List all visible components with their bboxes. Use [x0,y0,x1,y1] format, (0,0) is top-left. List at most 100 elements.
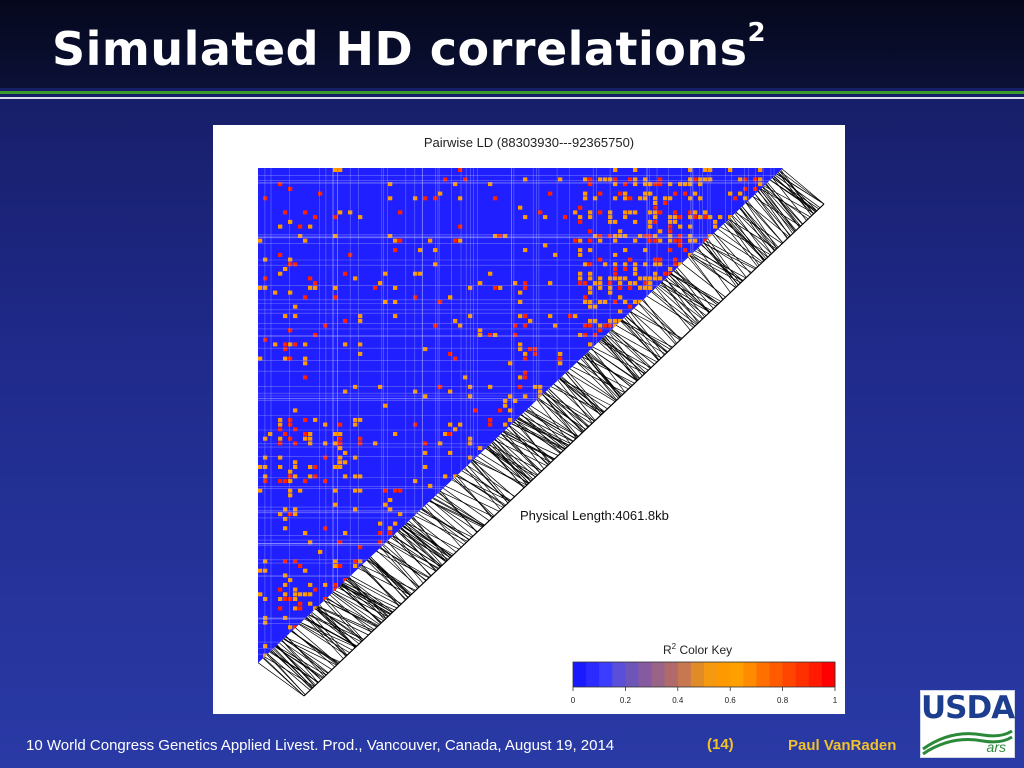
snp-connector-line [544,392,595,422]
ld-cell [653,201,658,205]
ld-cell [738,177,743,182]
snp-connector-line [504,430,559,456]
snp-connector-line [403,525,447,562]
snp-connector-line [281,640,319,683]
ld-cell [658,177,663,182]
ld-cell [583,323,588,328]
chart-title: Pairwise LD (88303930---92365750) [423,135,635,150]
snp-connector-line [664,279,717,307]
snp-connector-line [609,331,651,369]
snp-connector-line [746,202,784,244]
snp-connector-line [503,431,541,473]
snp-connector-line [538,398,586,430]
ld-cell [633,168,638,172]
color-key-swatch [586,662,600,687]
ld-cell [688,252,693,257]
color-key-swatch [717,662,731,687]
ld-cell [278,597,283,601]
snp-connector-line [572,366,625,393]
snp-connector-line [588,351,632,388]
snp-connector-line [424,505,462,548]
ld-cell [258,568,263,573]
ld-cell [598,257,603,262]
snp-connector-line [430,500,474,537]
snp-connector-line [386,541,437,572]
ld-cell [563,215,568,220]
ld-cell [383,271,388,276]
ld-cell [458,224,463,229]
snp-connector-line [630,311,683,339]
color-key-swatch [769,662,784,687]
ld-cell [338,460,343,465]
snp-connector-line [516,418,569,447]
snp-connector-line [402,526,454,555]
ld-cell [653,182,658,187]
ld-cell [678,224,683,229]
ld-cell [658,276,663,281]
snp-connector-line [470,461,509,504]
color-key-swatch [756,662,770,687]
color-key-swatch [677,662,692,687]
ld-cell [393,521,398,526]
ld-cell [293,597,298,601]
ld-cell [598,285,603,290]
ld-cell [343,578,348,583]
ld-cell [358,318,363,323]
snp-connector-line [712,234,747,278]
ld-cell [278,271,283,276]
snp-connector-line [731,216,764,262]
ld-cell [353,564,358,568]
ld-cell [588,318,593,323]
ld-cell [578,276,583,281]
ld-cell [648,281,653,286]
ld-cell [308,474,313,479]
ld-cell [283,314,288,319]
snp-connector-line [732,215,772,254]
snp-connector-line [542,394,577,439]
ld-cell [278,455,283,460]
snp-connector-line [281,640,322,681]
ld-cell [503,399,508,403]
ld-cell [283,347,288,352]
ld-cell [533,351,538,356]
snp-connector-line [543,393,593,424]
ld-cell [303,436,308,441]
ld-cell [703,210,708,215]
snp-connector-line [651,291,694,328]
snp-connector-line [266,654,306,695]
ld-cell [303,342,308,347]
ld-cell [373,441,378,446]
ld-cell [673,210,678,215]
snp-connector-line [781,168,825,205]
snp-connector-line [523,412,567,449]
snp-connector-line [477,455,525,488]
ld-cell [633,267,638,271]
ld-cell [518,300,523,304]
ld-cell [703,238,708,243]
snp-connector-line [269,651,319,683]
snp-connector-line [769,179,817,212]
ld-cell [678,262,683,267]
ld-cell [323,455,328,460]
ld-cell [458,196,463,201]
ld-cell [343,342,348,347]
ld-cell [598,191,603,196]
ld-cell [288,328,293,333]
ld-cell [508,417,513,422]
ld-cell [613,323,618,328]
ld-cell [453,318,458,323]
snp-connector-line [511,423,564,451]
ld-cell [628,177,633,182]
ld-cell [618,229,623,234]
ld-cell [323,526,328,531]
ld-cell [598,323,603,328]
ld-cell [308,285,313,290]
ld-cell [343,389,348,394]
snp-connector-line [394,534,431,577]
snp-connector-line [382,545,420,588]
ld-cell [523,314,528,319]
ld-cell [703,215,708,220]
ld-cell [518,384,523,389]
snp-connector-line [333,591,384,622]
ld-cell [668,229,673,234]
